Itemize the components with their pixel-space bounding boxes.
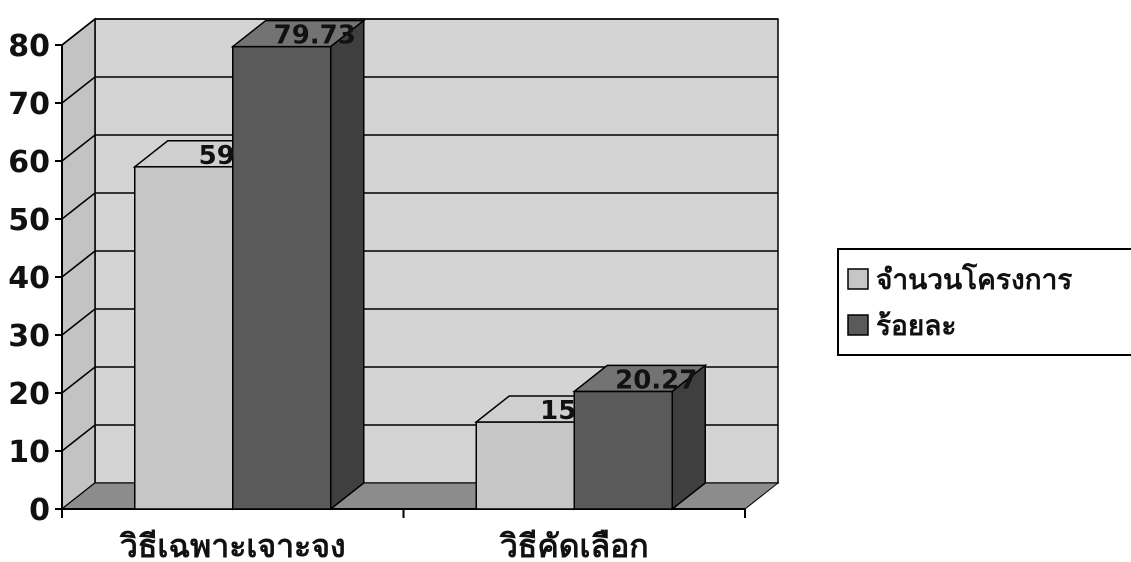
gridline: [61, 134, 778, 162]
data-label: 59: [199, 141, 235, 171]
legend-swatch: [847, 314, 869, 336]
data-label: 79.73: [274, 21, 356, 51]
bar: [572, 363, 708, 511]
data-label: 15: [540, 396, 576, 426]
bar-front: [475, 421, 575, 510]
gridline: [61, 18, 778, 46]
gridlines: [61, 18, 778, 452]
y-tick-label: 70: [8, 87, 50, 122]
gridline: [61, 192, 778, 220]
bar-front: [134, 166, 234, 510]
bar: [230, 19, 366, 511]
gridline: [61, 76, 778, 104]
y-tick-label: 30: [8, 319, 50, 354]
y-tick-label: 80: [8, 29, 50, 64]
x-category-label: วิธีคัดเลือก: [499, 527, 649, 562]
y-tick-label: 20: [8, 377, 50, 412]
legend-box: [837, 248, 1131, 356]
y-tick-label: 50: [8, 203, 50, 238]
y-tick-label: 0: [29, 493, 50, 528]
data-label: 20.27: [615, 365, 697, 395]
y-tick-label: 40: [8, 261, 50, 296]
gridline: [61, 308, 778, 336]
bar-front: [573, 390, 673, 510]
y-tick-label: 10: [8, 435, 50, 470]
legend-swatch: [847, 268, 869, 290]
bar-side: [330, 19, 365, 511]
bar-front: [232, 45, 332, 510]
y-tick-label: 60: [8, 145, 50, 180]
legend-label: จำนวนโครงการ: [876, 262, 1072, 296]
x-category-label: วิธีเฉพาะเจาะจง: [119, 527, 346, 562]
gridline: [61, 366, 778, 394]
data-labels: 59 15 79.73 20.27: [199, 21, 698, 426]
legend-label: ร้อยละ: [876, 309, 956, 342]
bars: [132, 19, 708, 511]
bar-side: [671, 363, 706, 511]
axes: 0 10 20 30 40 50 60 70 80 วิธีเฉพาะเจาะจง วิธีคัดเ…: [8, 29, 746, 562]
gridline: [61, 250, 778, 278]
